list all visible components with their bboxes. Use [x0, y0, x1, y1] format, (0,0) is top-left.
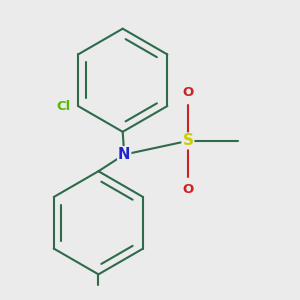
Text: O: O	[182, 183, 194, 196]
Text: S: S	[182, 134, 194, 148]
Text: Cl: Cl	[56, 100, 70, 112]
Text: O: O	[182, 86, 194, 99]
Text: N: N	[118, 147, 130, 162]
